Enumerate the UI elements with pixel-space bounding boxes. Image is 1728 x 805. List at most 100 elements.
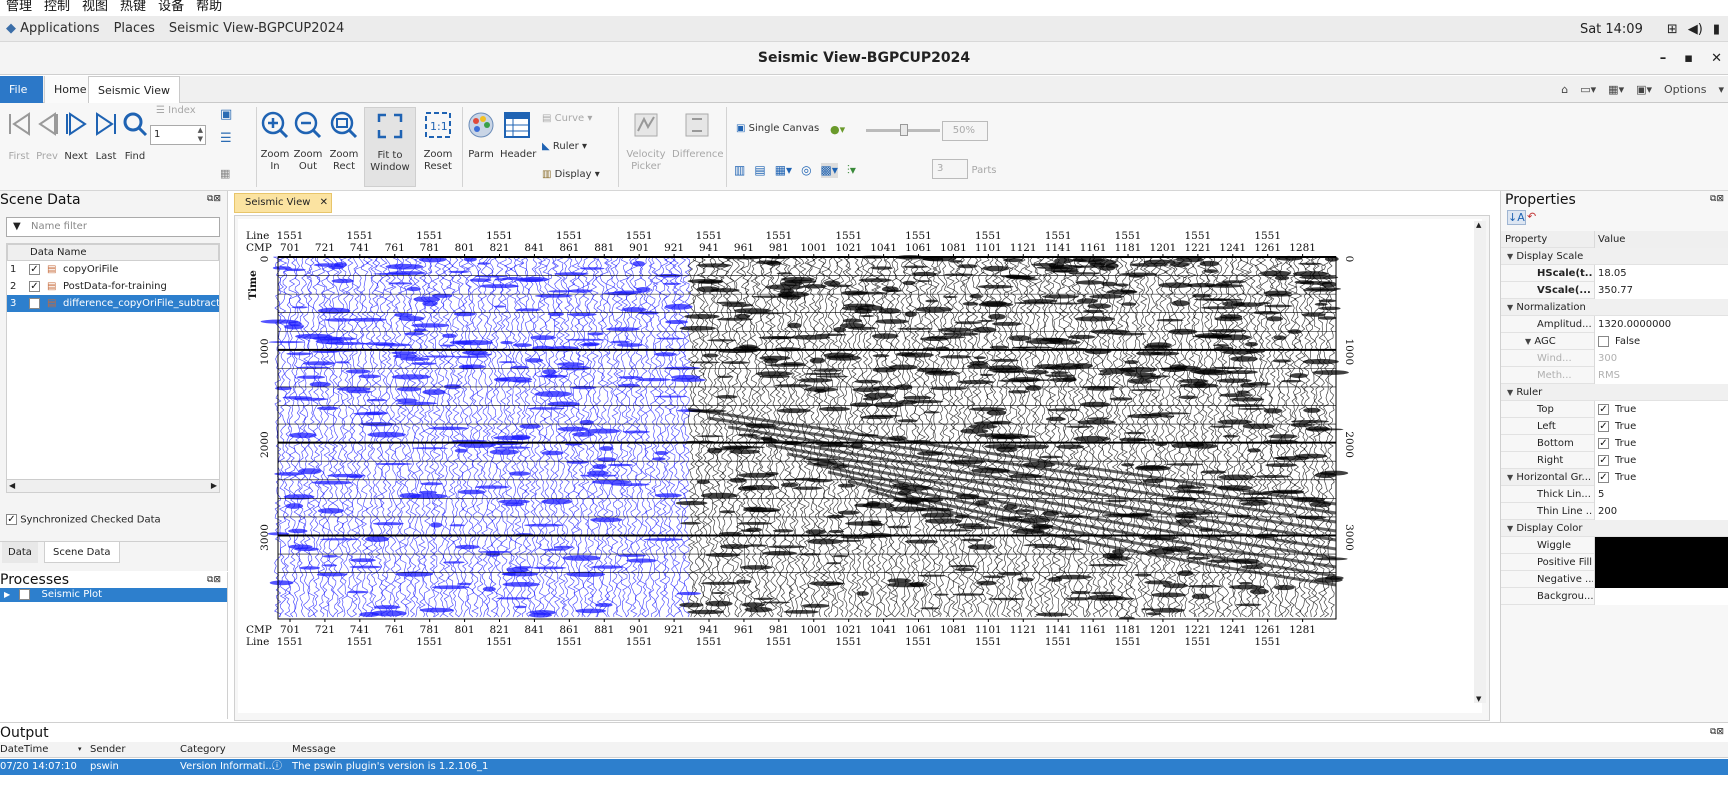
property-row[interactable]: Right ✓ True xyxy=(1501,452,1728,469)
name-filter-input[interactable]: ▼ Name filter xyxy=(6,217,220,237)
col-datetime[interactable]: DateTime xyxy=(0,744,49,755)
grid-layout-icon[interactable]: ▦▾ xyxy=(1608,83,1625,96)
col-sender[interactable]: Sender xyxy=(90,744,126,755)
hscrollbar[interactable]: ◀ ▶ xyxy=(7,479,219,492)
property-row[interactable]: ▼ Horizontal Gr... ✓ True xyxy=(1501,469,1728,486)
vscrollbar[interactable]: ▲ ▼ xyxy=(1474,221,1486,703)
bar-chart-icon[interactable]: ⫶▾ xyxy=(846,163,856,177)
output-row[interactable]: 07/20 14:07:10 pswin Version Informati..… xyxy=(0,759,1728,775)
zoom-rect-button[interactable]: Zoom Rect xyxy=(328,111,360,173)
sync-checkbox[interactable]: ✓ Synchronized Checked Data xyxy=(6,514,161,526)
close-window-button[interactable]: ✕ xyxy=(1711,51,1722,66)
tab-seismic-view[interactable]: Seismic View xyxy=(88,76,180,103)
vm-menu-item[interactable]: 管理 xyxy=(6,0,33,14)
cycle-icon[interactable]: ◎ xyxy=(801,163,812,177)
zoom-reset-button[interactable]: 1:1 Zoom Reset xyxy=(420,111,456,173)
property-row[interactable]: Left ✓ True xyxy=(1501,418,1728,435)
property-row[interactable]: Thin Line ... 200 xyxy=(1501,503,1728,520)
applications-menu[interactable]: ◆ Applications xyxy=(6,21,100,36)
property-row[interactable]: ▼ Normalization xyxy=(1501,299,1728,316)
volume-icon[interactable]: ◀) xyxy=(1687,21,1703,37)
vm-menu-item[interactable]: 控制 xyxy=(44,0,71,14)
find-button[interactable]: Find xyxy=(120,111,150,163)
grid-icon[interactable]: ▦▾ xyxy=(774,163,793,177)
color-picker-icon[interactable]: ●▾ xyxy=(830,123,846,136)
minimize-button[interactable]: – xyxy=(1659,51,1667,66)
panel-float-close-icon[interactable]: ⧉⊠ xyxy=(207,194,221,204)
bars-icon[interactable]: ▥ xyxy=(734,163,746,177)
single-canvas-toggle[interactable]: ▣ Single Canvas xyxy=(736,123,820,134)
last-button[interactable]: Last xyxy=(92,111,120,163)
next-button[interactable]: Next xyxy=(62,111,90,163)
sort-icon[interactable]: ↓A xyxy=(1507,210,1526,225)
property-row[interactable]: Top ✓ True xyxy=(1501,401,1728,418)
property-row[interactable]: VScale(... 350.77 xyxy=(1501,282,1728,299)
scene-data-row[interactable]: 1 ✓ ▤ copyOriFile xyxy=(7,261,219,278)
property-row[interactable]: Negative ... xyxy=(1501,571,1728,588)
property-row[interactable]: Positive Fill xyxy=(1501,554,1728,571)
property-row[interactable]: Meth... RMS xyxy=(1501,367,1728,384)
property-row[interactable]: Amplitud... 1320.0000000 xyxy=(1501,316,1728,333)
stack-icon[interactable]: ☰ xyxy=(220,131,232,146)
property-row[interactable]: ▼ Ruler xyxy=(1501,384,1728,401)
network-icon[interactable]: ⊞ xyxy=(1666,21,1678,37)
property-row[interactable]: Thick Lin... 5 xyxy=(1501,486,1728,503)
column-header-data-name[interactable]: Data Name xyxy=(7,244,219,261)
zoom-slider[interactable] xyxy=(866,124,940,136)
options-menu[interactable]: Options xyxy=(1664,83,1707,96)
property-row[interactable]: HScale(t... 18.05 xyxy=(1501,265,1728,282)
vm-menu-item[interactable]: 热键 xyxy=(120,0,147,14)
scene-data-row[interactable]: 3 ▤ difference_copyOriFile_subtract_P xyxy=(7,295,219,312)
processes-float-close-icon[interactable]: ⧉⊠ xyxy=(207,575,221,585)
index-spinbox[interactable]: 1 ▲ ▼ xyxy=(150,125,206,145)
tab-scene-data[interactable]: Scene Data xyxy=(44,542,120,563)
clock[interactable]: Sat 14:09 xyxy=(1579,21,1643,37)
output-float-close-icon[interactable]: ⧉⊠ xyxy=(1710,727,1724,737)
property-row[interactable]: Backgrou... xyxy=(1501,588,1728,605)
dots-icon[interactable]: ▩▾ xyxy=(820,163,838,178)
property-row[interactable]: ▼ Display Color xyxy=(1501,520,1728,537)
reset-icon[interactable]: ↶ xyxy=(1527,210,1537,223)
window-layout-icon[interactable]: ▭▾ xyxy=(1580,83,1597,96)
zoom-out-button[interactable]: Zoom Out xyxy=(292,111,324,173)
difference-button[interactable]: Difference xyxy=(672,111,724,161)
extra-icon[interactable]: ▦ xyxy=(220,167,231,180)
row-checkbox[interactable]: ✓ xyxy=(29,264,40,275)
prev-button[interactable]: Prev xyxy=(34,111,60,163)
parts-spinbox[interactable]: 3 xyxy=(932,159,968,179)
tab-data[interactable]: Data xyxy=(2,542,38,563)
property-row[interactable]: ▼ Display Scale xyxy=(1501,248,1728,265)
places-menu[interactable]: Places xyxy=(113,21,155,36)
parm-button[interactable]: Parm xyxy=(466,111,496,161)
property-row[interactable]: Wiggle xyxy=(1501,537,1728,554)
first-button[interactable]: First xyxy=(6,111,32,163)
active-app-name[interactable]: Seismic View-BGPCUP2024 xyxy=(168,21,345,36)
power-icon[interactable]: ▮ xyxy=(1712,21,1720,37)
vm-menu-item[interactable]: 视图 xyxy=(82,0,109,14)
tab-seismic-view-doc[interactable]: Seismic View ✕ xyxy=(234,193,332,213)
col-category[interactable]: Category xyxy=(180,744,226,755)
row-checkbox[interactable]: ✓ xyxy=(29,281,40,292)
col-message[interactable]: Message xyxy=(292,744,336,755)
header-button[interactable]: Header xyxy=(500,111,536,161)
home-icon[interactable]: ⌂ xyxy=(1561,83,1569,96)
vm-menu-item[interactable]: 帮助 xyxy=(196,0,223,14)
fit-to-window-button[interactable]: Fit to Window xyxy=(364,107,416,187)
property-row[interactable]: Wind... 300 xyxy=(1501,350,1728,367)
seismic-plot[interactable]: 7017011551155172172174174115511551761761… xyxy=(238,219,1482,713)
row-checkbox[interactable] xyxy=(29,298,40,309)
dock-icon[interactable]: ▣▾ xyxy=(1636,83,1653,96)
property-row[interactable]: ▼ AGC False xyxy=(1501,333,1728,350)
process-item-seismic-plot[interactable]: ▶ Seismic Plot xyxy=(0,588,227,602)
col-property[interactable]: Property xyxy=(1505,234,1548,245)
zoom-percent-box[interactable]: 50% xyxy=(942,121,988,141)
vm-menu-item[interactable]: 设备 xyxy=(158,0,185,14)
rows-icon[interactable]: ▤ xyxy=(754,163,766,177)
display-dropdown[interactable]: ▥ Display ▾ xyxy=(542,169,600,180)
zoom-in-button[interactable]: Zoom In xyxy=(260,111,290,173)
velocity-picker-button[interactable]: Velocity Picker xyxy=(622,111,670,173)
tab-file[interactable]: File xyxy=(0,76,43,103)
property-row[interactable]: Bottom ✓ True xyxy=(1501,435,1728,452)
tab-home[interactable]: Home xyxy=(44,76,97,103)
scene-data-row[interactable]: 2 ✓ ▤ PostData-for-training xyxy=(7,278,219,295)
